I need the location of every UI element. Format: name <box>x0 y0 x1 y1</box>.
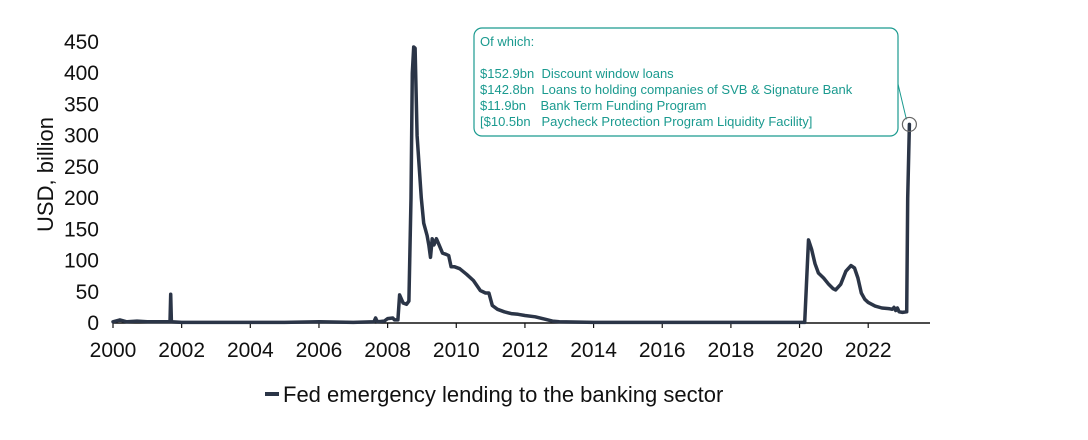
y-tick-label: 400 <box>64 62 99 85</box>
y-axis-ticks: 0 50 100 150 200 250 300 350 400 450 <box>64 31 99 335</box>
x-tick-label: 2012 <box>502 339 549 362</box>
x-tick-label: 2020 <box>776 339 823 362</box>
y-tick-label: 450 <box>64 31 99 54</box>
annotation-marker-circle <box>901 116 918 133</box>
y-tick-label: 250 <box>64 156 99 179</box>
annotation-line-discount-window: $152.9bn Discount window loans <box>480 66 674 81</box>
y-tick-label: 100 <box>64 250 99 273</box>
x-tick-label: 2000 <box>90 339 137 362</box>
y-axis-label: USD, billion <box>33 117 58 232</box>
y-tick-label: 200 <box>64 187 99 210</box>
x-tick-label: 2002 <box>158 339 205 362</box>
x-tick-label: 2006 <box>296 339 343 362</box>
annotation-callout: Of which: $152.9bn Discount window loans… <box>473 27 918 137</box>
x-axis-ticks: 2000 2002 2004 2006 2008 2010 2012 2014 2016 2018… <box>90 339 892 362</box>
annotation-line-btfp: $11.9bn Bank Term Funding Program <box>480 98 706 113</box>
y-tick-label: 350 <box>64 93 99 116</box>
y-tick-label: 300 <box>64 125 99 148</box>
x-tick-label: 2018 <box>708 339 755 362</box>
legend: Fed emergency lending to the banking sec… <box>265 382 723 407</box>
y-tick-label: 0 <box>87 312 99 335</box>
annotation-box <box>473 27 899 137</box>
series-line <box>111 45 912 325</box>
legend-label: Fed emergency lending to the banking sec… <box>283 382 723 407</box>
x-tick-label: 2004 <box>227 339 274 362</box>
annotation-line-pppl: [$10.5bn Paycheck Protection Program Liq… <box>480 114 812 129</box>
annotation-heading: Of which: <box>480 34 534 49</box>
y-tick-label: 50 <box>76 281 99 304</box>
x-tick-label: 2016 <box>639 339 686 362</box>
annotation-line-svb-signature: $142.8bn Loans to holding companies of S… <box>480 82 853 97</box>
x-tick-label: 2014 <box>570 339 617 362</box>
x-tick-label: 2008 <box>364 339 411 362</box>
x-tick-label: 2010 <box>433 339 480 362</box>
y-tick-label: 150 <box>64 218 99 241</box>
annotation-leader-line <box>897 83 907 120</box>
x-tick-label: 2022 <box>845 339 892 362</box>
